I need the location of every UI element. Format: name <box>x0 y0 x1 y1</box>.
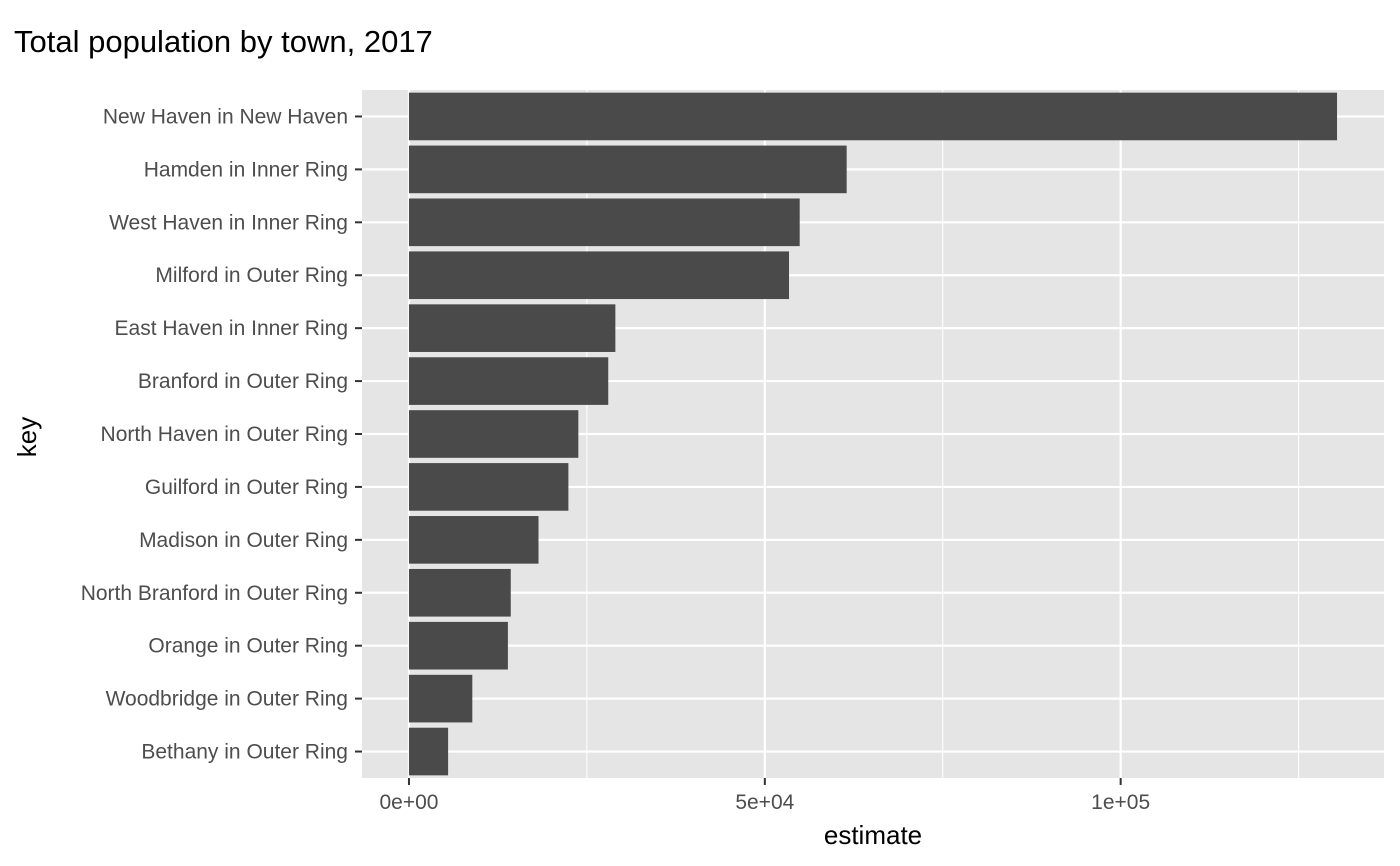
bar <box>408 516 539 564</box>
y-tick-label: Hamden in Inner Ring <box>144 158 348 181</box>
y-tick-label: Orange in Outer Ring <box>148 635 348 658</box>
x-axis: 0e+00 5e+04 1e+05 <box>379 778 1150 814</box>
bar <box>408 251 790 300</box>
bar <box>408 621 508 670</box>
y-tick-label: Guilford in Outer Ring <box>145 476 348 499</box>
y-tick-label: Branford in Outer Ring <box>138 370 348 393</box>
bar <box>408 145 847 194</box>
bar <box>408 92 1338 141</box>
y-axis-title: key <box>12 417 42 457</box>
y-axis: New Haven in New Haven Hamden in Inner Ri… <box>81 105 362 764</box>
bar <box>408 568 511 617</box>
y-tick-label: New Haven in New Haven <box>103 105 348 128</box>
y-tick-label: Madison in Outer Ring <box>139 529 348 552</box>
x-tick-label: 1e+05 <box>1091 791 1150 814</box>
bar <box>408 463 569 511</box>
y-tick-label: Woodbridge in Outer Ring <box>106 688 348 711</box>
y-tick-label: East Haven in Inner Ring <box>115 317 348 340</box>
x-tick-label: 0e+00 <box>379 791 438 814</box>
chart-title: Total population by town, 2017 <box>14 24 433 59</box>
bar <box>408 304 616 352</box>
x-tick-label: 5e+04 <box>735 791 794 814</box>
y-tick-label: Bethany in Outer Ring <box>141 741 348 764</box>
bar <box>408 727 449 776</box>
y-tick-label: North Haven in Outer Ring <box>101 423 348 446</box>
bar <box>408 410 579 458</box>
y-tick-label: West Haven in Inner Ring <box>109 211 348 234</box>
y-tick-label: North Branford in Outer Ring <box>81 582 348 605</box>
x-axis-title: estimate <box>824 820 922 850</box>
bar <box>408 674 473 723</box>
bar <box>408 357 609 405</box>
y-tick-label: Milford in Outer Ring <box>155 264 348 287</box>
bar <box>408 198 800 247</box>
bars <box>408 92 1338 776</box>
